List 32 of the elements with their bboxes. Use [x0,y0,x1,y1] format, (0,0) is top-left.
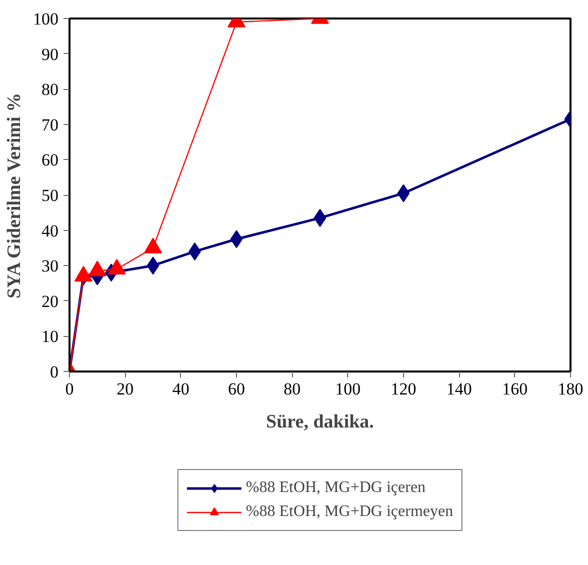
x-tick-label: 100 [335,380,361,398]
x-tick-label: 60 [228,380,245,398]
y-tick-label: 60 [42,150,58,170]
x-tick-label: 80 [284,380,301,398]
legend-label: %88 EtOH, MG+DG içermeyen [246,503,454,521]
point [74,266,92,282]
point [88,260,106,276]
y-tick-label: 20 [42,292,58,311]
y-tick-label: 70 [42,115,58,134]
point [230,230,243,248]
x-tick-label: 180 [558,380,584,398]
x-tick-label: 40 [172,380,190,398]
y-tick-label: 0 [50,362,58,382]
y-tick-label: 50 [42,186,58,205]
y-tick-label: 90 [42,44,58,64]
point [314,208,326,227]
y-axis-title: SYA Giderilme Verimi % [4,92,25,299]
x-tick-label: 160 [502,380,528,398]
y-tick-label: 30 [42,256,58,276]
y-tick-label: 80 [42,80,58,100]
x-axis-title: Süre, dakika. [266,412,374,432]
point [108,258,126,275]
y-tick-label: 40 [42,221,58,240]
point [146,256,160,275]
x-tick-label: 0 [65,380,74,398]
x-tick-label: 20 [116,380,134,398]
x-tick-label: 120 [390,380,416,398]
y-tick-label: 100 [33,10,58,28]
legend-label: %88 EtOH, MG+DG içeren [246,479,426,497]
y-tick-label: 10 [42,327,58,346]
x-tick-label: 140 [446,380,472,398]
point [397,184,410,202]
